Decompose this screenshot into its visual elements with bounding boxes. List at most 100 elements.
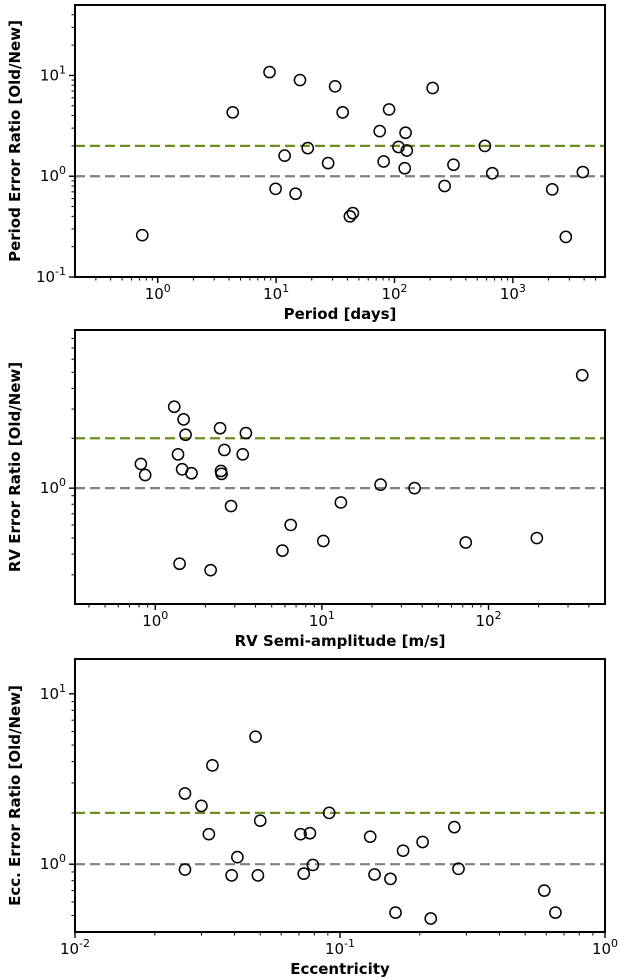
data-point [278,149,291,162]
data-point [399,126,412,140]
data-point [293,73,307,87]
data-point [289,187,302,201]
data-point [408,481,421,495]
data-point [334,496,348,509]
x-axis-label: Eccentricity [290,960,390,978]
data-point [135,228,149,242]
data-point [426,81,439,95]
data-point [438,179,451,193]
y-axis-label: RV Error Ratio [Old/New] [6,362,24,572]
y-tick-label: 101 [40,682,66,703]
data-point [284,518,298,532]
data-point [398,161,412,175]
data-point [226,106,240,119]
data-point [138,468,152,482]
x-axis-label: Period [days] [284,305,397,323]
x-tick-label: 101 [309,609,335,630]
y-tick-label: 100 [40,852,66,873]
data-point [253,814,267,828]
data-point [251,869,265,882]
data-point [276,544,289,557]
plot-frame [74,329,606,605]
x-tick-label: 100 [142,609,168,630]
data-point [346,206,360,220]
data-point [249,730,262,744]
data-point [322,806,336,820]
data-point [185,466,198,480]
data-point [374,478,387,491]
x-tick-label: 102 [475,609,501,630]
x-tick-label: 10-1 [325,937,355,958]
data-point [485,166,499,180]
data-point [202,827,216,841]
plot-frame [74,658,606,933]
data-point [236,447,250,461]
data-point [195,799,208,813]
data-point [218,443,231,457]
data-point [213,421,227,435]
data-point [549,906,562,919]
x-tick-label: 100 [145,282,171,303]
data-point [316,534,330,548]
data-point [392,140,405,154]
data-point [382,103,396,116]
data-point [301,141,315,155]
panel-rv: 100 101 102 100 RV Semi-amplitude [m/s] RV Er… [6,329,606,650]
data-point [416,835,429,849]
x-tick-label: 102 [381,282,407,303]
data-point [384,872,397,886]
data-point [134,457,148,471]
data-point [575,368,589,382]
data-point [537,884,551,897]
data-point [306,858,320,872]
data-point [178,863,192,876]
x-tick-label: 103 [500,282,526,303]
y-tick-label: 10-1 [36,265,66,286]
data-point [368,868,381,881]
x-tick-label: 101 [263,282,289,303]
x-tick-label: 10-2 [60,937,90,958]
y-axis-label: Period Error Ratio [Old/New] [6,20,24,262]
data-point [231,850,244,864]
data-point [336,106,350,119]
x-axis-label: RV Semi-amplitude [m/s] [235,632,446,650]
data-point [224,499,238,513]
data-point [559,230,573,244]
plot-frame [74,4,606,278]
data-point [173,557,186,571]
data-point [206,759,219,772]
data-point [303,826,317,840]
data-point [215,467,228,481]
data-point [294,827,307,841]
data-point [167,400,181,414]
data-point [396,844,410,858]
y-tick-label: 100 [40,164,66,185]
data-point [225,869,238,882]
data-point [447,158,460,172]
x-tick-label: 100 [592,937,618,958]
data-point [171,447,185,461]
data-point [377,155,391,168]
data-point [576,165,590,179]
data-point [343,209,357,223]
data-point [373,124,387,138]
data-point [321,156,335,170]
data-point [459,536,473,549]
panel-ecc: 10-2 10-1 100 100 101 Eccentricity Ecc. Error … [6,658,618,978]
y-tick-label: 100 [40,476,66,497]
data-point [239,426,253,440]
panel-period: 100 101 102 103 10-1 100 101 Period [days] Perio… [6,4,606,323]
data-point [204,563,217,577]
data-point [424,912,438,925]
data-point [297,867,311,880]
data-point [389,906,402,919]
data-point [363,830,377,844]
data-point [328,79,342,93]
data-point [400,144,414,157]
data-point [269,182,282,196]
data-point [177,413,190,426]
data-point [178,787,192,800]
data-point [545,183,559,196]
data-point [179,428,192,442]
